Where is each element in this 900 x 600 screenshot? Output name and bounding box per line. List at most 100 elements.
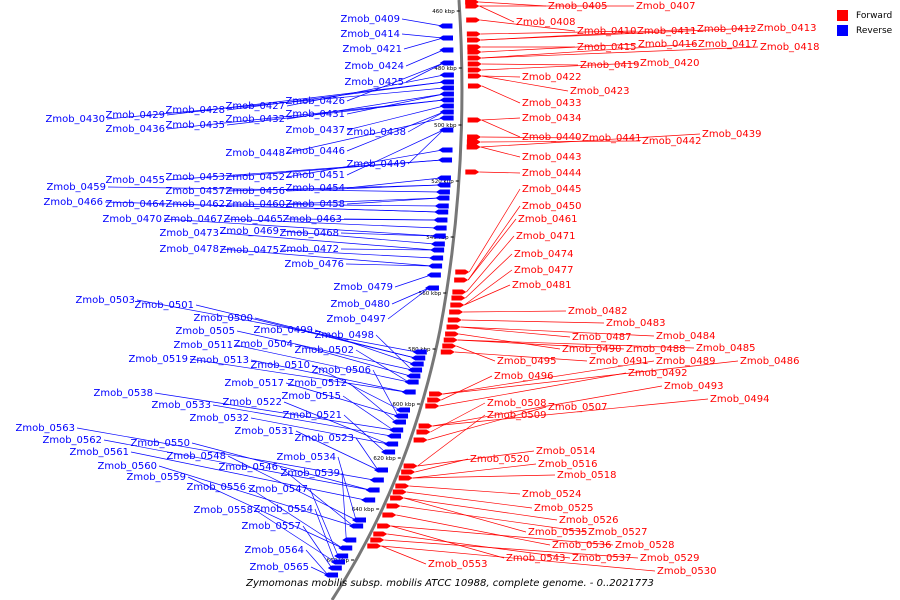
reverse-gene-glyph (384, 441, 399, 447)
forward-gene-glyph (443, 337, 458, 343)
reverse-gene-label: Zmob_0426 (285, 96, 345, 107)
forward-leader-line (464, 269, 513, 306)
forward-leader-line (479, 5, 515, 23)
reverse-gene-label: Zmob_0554 (253, 504, 313, 515)
reverse-gene-label: Zmob_0562 (42, 435, 102, 446)
reverse-leader-line (106, 87, 444, 120)
reverse-leader-line (401, 18, 443, 27)
forward-gene-glyph (370, 537, 385, 543)
reverse-leader-line (280, 230, 435, 245)
reverse-gene-label: Zmob_0556 (186, 482, 246, 493)
reverse-gene-label: Zmob_0565 (249, 562, 309, 573)
reverse-gene-glyph (409, 361, 424, 367)
forward-leader-line (481, 46, 759, 59)
reverse-leader-line (394, 274, 431, 288)
forward-gene-label: Zmob_0477 (514, 265, 574, 276)
forward-gene-glyph (367, 543, 382, 549)
forward-gene-label: Zmob_0407 (636, 1, 696, 12)
forward-leader-line (463, 310, 567, 313)
forward-leader-line (467, 205, 521, 281)
forward-leader-line (481, 117, 521, 121)
reverse-gene-glyph (438, 157, 453, 163)
reverse-leader-line (224, 218, 437, 229)
forward-leader-line (480, 140, 641, 143)
reverse-gene-label: Zmob_0538 (93, 388, 153, 399)
reverse-leader-line (309, 488, 339, 557)
reverse-leader-line (250, 417, 389, 445)
legend-forward-label: Forward (856, 10, 893, 21)
reverse-gene-label: Zmob_0478 (159, 244, 219, 255)
forward-leader-line (406, 491, 533, 509)
reverse-gene-glyph (401, 389, 416, 395)
forward-gene-label: Zmob_0536 (552, 540, 612, 551)
tick-label: 620 kbp (373, 456, 396, 462)
forward-leader-line (467, 218, 517, 281)
reverse-leader-line (227, 455, 357, 521)
reverse-leader-line (286, 197, 440, 205)
reverse-leader-line (247, 486, 343, 549)
reverse-leader-line (405, 49, 444, 67)
forward-gene-glyph (382, 512, 397, 518)
forward-leader-line (439, 372, 627, 407)
reverse-gene-glyph (436, 175, 451, 181)
forward-gene-glyph (467, 37, 482, 43)
reverse-gene-label: Zmob_0464 (105, 199, 165, 210)
forward-gene-glyph (390, 495, 405, 501)
reverse-gene-glyph (352, 517, 367, 523)
forward-gene-glyph (466, 17, 481, 23)
reverse-gene-label: Zmob_0497 (326, 314, 386, 325)
reverse-gene-label: Zmob_0523 (294, 433, 354, 444)
reverse-gene-glyph (361, 497, 376, 503)
reverse-leader-line (405, 62, 444, 83)
forward-leader-line (481, 63, 579, 66)
reverse-leader-line (226, 81, 444, 111)
reverse-gene-glyph (387, 433, 402, 439)
reverse-leader-line (345, 263, 433, 267)
reverse-gene-label: Zmob_0519 (128, 354, 188, 365)
forward-leader-line (460, 326, 571, 338)
forward-gene-glyph (429, 391, 444, 397)
label-leader-lines (76, 1, 759, 576)
forward-gene-glyph (450, 302, 465, 308)
forward-gene-label: Zmob_0413 (757, 23, 817, 34)
reverse-gene-label: Zmob_0467 (163, 214, 223, 225)
forward-gene-glyph (449, 309, 464, 315)
reverse-gene-label: Zmob_0409 (340, 14, 400, 25)
reverse-gene-label: Zmob_0522 (222, 397, 282, 408)
reverse-gene-glyph (432, 225, 447, 231)
reverse-gene-glyph (438, 35, 453, 41)
reverse-leader-line (286, 74, 444, 107)
reverse-leader-line (305, 549, 329, 576)
forward-gene-label: Zmob_0445 (522, 184, 582, 195)
tick-label: 500 kbp (434, 123, 457, 129)
forward-gene-label: Zmob_0495 (497, 356, 557, 367)
reverse-leader-line (236, 330, 413, 371)
reverse-gene-label: Zmob_0505 (175, 326, 235, 337)
forward-gene-label: Zmob_0543 (506, 553, 566, 564)
reverse-gene-glyph (433, 217, 448, 223)
reverse-leader-line (130, 451, 366, 501)
forward-gene-glyph (446, 324, 461, 330)
reverse-gene-label: Zmob_0454 (285, 183, 345, 194)
forward-gene-glyph (467, 55, 482, 61)
reverse-leader-line (226, 99, 444, 126)
forward-gene-label: Zmob_0422 (522, 72, 582, 83)
forward-gene-glyph (451, 295, 466, 301)
forward-gene-glyph (455, 269, 470, 275)
reverse-gene-glyph (439, 127, 454, 133)
forward-gene-glyph (467, 73, 482, 79)
forward-leader-line (468, 188, 521, 273)
reverse-gene-glyph (439, 91, 454, 97)
forward-leader-line (464, 284, 511, 306)
reverse-gene-label: Zmob_0480 (330, 299, 390, 310)
forward-gene-label: Zmob_0412 (697, 24, 757, 35)
forward-leader-line (481, 75, 569, 92)
forward-gene-label: Zmob_0553 (428, 559, 488, 570)
forward-leader-line (480, 19, 576, 32)
reverse-leader-line (346, 111, 444, 152)
forward-leader-line (387, 533, 571, 559)
reverse-gene-label: Zmob_0458 (285, 199, 345, 210)
forward-gene-label: Zmob_0440 (522, 132, 582, 143)
forward-gene-label: Zmob_0471 (516, 231, 576, 242)
forward-gene-glyph (466, 31, 481, 37)
